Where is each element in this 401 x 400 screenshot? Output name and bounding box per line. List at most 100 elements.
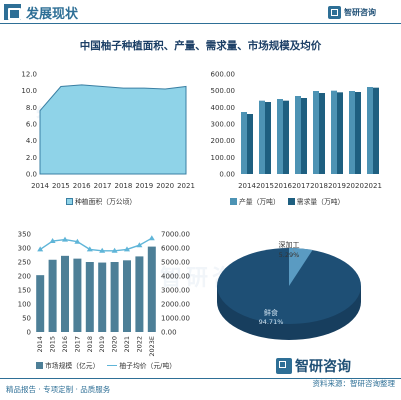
price-point <box>74 238 81 244</box>
usage-pie-chart: 深加工 5.29% 鲜食 94.71% <box>217 240 361 340</box>
pie-value-fresh: 94.71% <box>259 318 284 326</box>
section-icon <box>4 4 21 20</box>
bar-production <box>367 87 373 174</box>
x-tick-label: 2014 <box>36 336 44 353</box>
brand-logo-text: 智研咨询 <box>344 7 376 17</box>
x-tick-label: 2018 <box>86 336 94 353</box>
pie-slice-processing <box>289 248 313 286</box>
footer-logo-text: 智研咨询 <box>295 359 351 375</box>
price-point <box>124 246 130 252</box>
price-line <box>39 237 153 252</box>
price-point <box>62 236 68 242</box>
x-tick-label: 2023E <box>148 336 156 357</box>
bar-demand <box>265 102 271 174</box>
bar-production <box>349 91 355 174</box>
bar-market-size <box>73 258 82 332</box>
x-tick-label: 2021 <box>123 336 131 353</box>
x-tick-label: 2016 <box>73 182 91 190</box>
y-tick-label-right: 1000.00 <box>161 315 190 323</box>
price-point <box>99 247 106 253</box>
footer-slogan: 精品报告 · 专项定制 · 品质服务 <box>6 385 111 394</box>
bar-demand <box>283 100 289 174</box>
y-tick-label: 12.0 <box>21 71 37 79</box>
y-tick-label-right: 5000.00 <box>161 259 190 267</box>
bar-demand <box>355 92 361 174</box>
pie-label-fresh: 鲜食 <box>264 308 278 317</box>
bar-production <box>295 96 301 174</box>
y-tick-label: 0.00 <box>219 171 235 179</box>
x-tick-label: 2020 <box>346 182 364 190</box>
bar-market-size <box>85 262 94 332</box>
pie-value-processing: 5.29% <box>279 251 300 259</box>
x-tick-label: 2018 <box>115 182 133 190</box>
bar-production <box>241 112 247 174</box>
y-tick-label-left: 50 <box>22 315 31 323</box>
x-tick-label: 2019 <box>135 182 153 190</box>
production-demand-chart: 0.00 100.00 200.00 300.00 400.00 500.00 600.00… <box>211 71 382 191</box>
bar-market-size <box>61 255 69 332</box>
y-tick-label-left: 350 <box>18 231 31 239</box>
bar-production <box>259 100 265 174</box>
legend-line-swatch <box>107 364 118 366</box>
planting-area-chart: 0.0 2.0 4.0 6.0 8.0 10.0 12.0 2014 2015 2016 2017… <box>21 71 195 191</box>
bar-market-size <box>36 275 45 332</box>
footer-source: 资料来源：智研咨询整理 <box>312 379 396 388</box>
bar-demand <box>247 114 253 174</box>
legend-label: 种植面积（万公顷） <box>75 198 137 206</box>
chart-main-title: 中国柚子种植面积、产量、需求量、市场规模及均价 <box>79 40 322 52</box>
price-point <box>136 242 143 248</box>
y-tick-label-right: 4000.00 <box>161 273 190 281</box>
footer-divider <box>0 378 401 379</box>
header: 发展现状 智研咨询 <box>0 0 401 24</box>
area-series <box>39 84 187 175</box>
pie-label-processing: 深加工 <box>279 240 300 249</box>
y-tick-label-right: 6000.00 <box>161 245 190 253</box>
bar-legend: 产量（万吨） 需求量（万吨） <box>230 196 344 206</box>
y-tick-label: 0.0 <box>26 171 37 179</box>
y-tick-label: 100.00 <box>211 154 236 162</box>
price-point <box>148 235 155 241</box>
y-tick-label: 500.00 <box>211 87 236 95</box>
y-tick-label: 6.0 <box>26 121 37 129</box>
x-tick-label: 2017 <box>292 182 310 190</box>
bar-demand <box>337 92 343 174</box>
price-point <box>86 246 93 252</box>
bar-market-size <box>135 256 144 332</box>
x-tick-label: 2019 <box>98 336 106 353</box>
x-tick-label: 2015 <box>52 182 70 190</box>
legend-label: 产量（万吨） <box>239 198 280 206</box>
y-tick-label: 400.00 <box>211 104 236 112</box>
legend-swatch <box>36 361 43 369</box>
legend-swatch <box>66 197 73 205</box>
price-point <box>49 238 56 243</box>
area-legend: 种植面积（万公顷） <box>66 196 136 206</box>
bar-market-size <box>48 259 57 332</box>
x-tick-label: 2017 <box>94 182 112 190</box>
x-tick-label: 2014 <box>238 182 256 190</box>
page-title: 发展现状 <box>26 7 79 22</box>
y-tick-label-right: 2000.00 <box>161 301 190 309</box>
x-tick-label: 2021 <box>177 182 195 190</box>
legend-label: 市场规模（亿元） <box>45 362 100 370</box>
bar-demand <box>301 98 307 174</box>
y-tick-label-right: 0.00 <box>161 329 177 337</box>
x-tick-label: 2020 <box>111 336 119 353</box>
footer-logo: 智研咨询 <box>276 356 351 376</box>
bar-demand <box>319 93 325 174</box>
x-tick-label: 2021 <box>364 182 382 190</box>
combo-legend: 市场规模（亿元） 柚子均价（元/吨） <box>36 360 176 370</box>
market-size-price-chart: 0 50 100 150 200 250 300 350 0.00 1000.00 2000.00 3… <box>18 231 190 357</box>
legend-swatch <box>230 197 237 205</box>
y-tick-label-left: 150 <box>18 287 31 295</box>
bar-demand <box>373 87 379 174</box>
bar-market-size <box>98 262 107 332</box>
brand-logo: 智研咨询 <box>328 5 376 19</box>
y-tick-label-left: 100 <box>18 301 31 309</box>
y-tick-label: 10.0 <box>21 87 37 95</box>
x-tick-label: 2016 <box>61 336 69 353</box>
bar-market-size <box>123 260 131 332</box>
bar-production <box>331 90 337 174</box>
bar-market-size <box>110 262 119 332</box>
y-tick-label-left: 200 <box>18 273 31 281</box>
x-tick-label: 2022 <box>135 336 143 353</box>
